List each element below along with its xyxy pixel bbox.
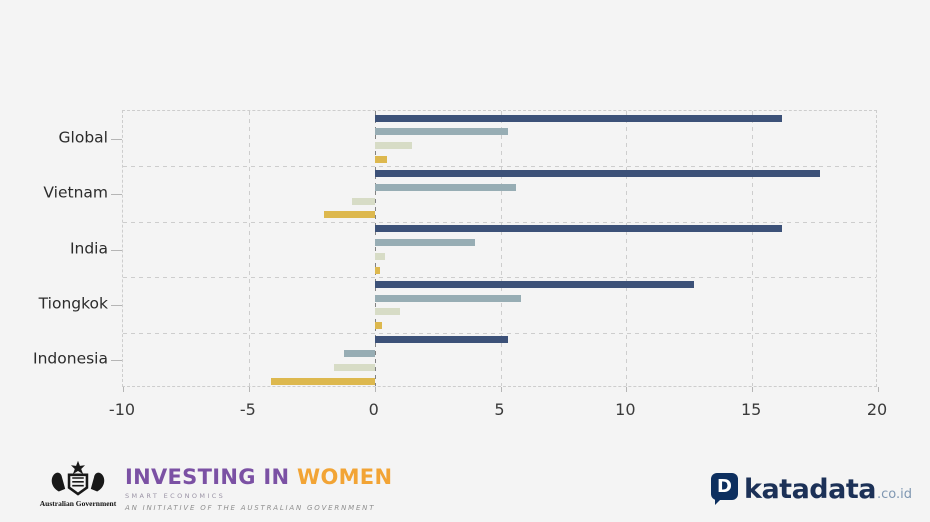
y-tick-mark [111, 138, 122, 140]
bar-indonesia-gold [271, 377, 375, 385]
x-tick-label: -5 [239, 400, 256, 419]
bar-tiongkok-steel-blue [374, 294, 521, 302]
x-tick-label: 15 [740, 400, 762, 419]
x-tick-label: 10 [615, 400, 636, 419]
katadata-domain: .co.id [876, 487, 912, 502]
bar-india-steel-blue [374, 239, 476, 247]
x-tick-mark [626, 387, 628, 392]
x-tick-mark [752, 387, 754, 392]
x-tick-label: 5 [494, 400, 505, 419]
iw-subtitle: SMART ECONOMICS [125, 492, 226, 500]
bar-indonesia-steel-blue [344, 349, 375, 357]
y-tick-mark [111, 194, 122, 196]
investing-in-women-title: INVESTING IN WOMEN [125, 467, 392, 488]
y-tick-mark [111, 249, 122, 251]
bar-vietnam-navy [374, 169, 821, 177]
katadata-logo: D katadata .co.id [711, 473, 912, 506]
bar-india-pale-sage [374, 252, 385, 260]
bar-vietnam-gold [324, 211, 375, 219]
investing-in-women-logo: Australian Government INVESTING IN WOMEN… [39, 458, 392, 512]
x-tick-label: 0 [368, 400, 379, 419]
bar-india-gold [374, 266, 380, 274]
bar-indonesia-navy [374, 336, 509, 344]
v-gridline [248, 111, 250, 386]
bar-tiongkok-navy [374, 280, 695, 288]
category-label: Indonesia [33, 349, 108, 368]
iw-title-women: WOMEN [296, 465, 393, 489]
v-gridline [626, 111, 628, 386]
katadata-icon: D [711, 473, 738, 505]
v-gridline [752, 111, 754, 386]
bar-vietnam-pale-sage [352, 197, 375, 205]
australian-government-crest: Australian Government [39, 458, 117, 508]
zero-gridline [374, 111, 376, 386]
bar-global-steel-blue [374, 128, 509, 136]
bar-india-navy [374, 225, 783, 233]
bar-tiongkok-gold [374, 322, 383, 330]
x-tick-mark [500, 387, 502, 392]
h-gridline [123, 277, 876, 279]
katadata-wordmark: katadata [744, 474, 876, 506]
bar-global-pale-sage [374, 142, 413, 150]
h-gridline [123, 166, 876, 168]
bar-indonesia-pale-sage [334, 363, 375, 371]
category-label: India [69, 239, 108, 258]
x-tick-mark [878, 387, 879, 392]
h-gridline [123, 221, 876, 223]
plot-area [111, 110, 879, 392]
y-tick-mark [111, 304, 122, 306]
bar-tiongkok-pale-sage [374, 308, 400, 316]
x-tick-mark [123, 387, 124, 392]
coat-of-arms-icon [51, 460, 105, 496]
category-label: Global [58, 128, 108, 147]
bar-global-navy [374, 114, 783, 122]
australian-government-caption: Australian Government [39, 499, 117, 508]
x-tick-mark [248, 387, 250, 392]
category-label: Vietnam [43, 183, 108, 202]
y-tick-mark [111, 360, 122, 362]
v-gridline [500, 111, 502, 386]
katadata-icon-tail [715, 498, 722, 505]
bar-vietnam-steel-blue [374, 183, 516, 191]
x-tick-label: 20 [866, 400, 888, 419]
iw-title-investing: INVESTING IN [125, 465, 297, 489]
bar-global-gold [374, 155, 388, 163]
iw-initiative-line: AN INITIATIVE OF THE AUSTRALIAN GOVERNME… [125, 504, 376, 512]
h-gridline [123, 332, 876, 334]
x-tick-mark [374, 387, 376, 392]
x-tick-label: -10 [108, 400, 136, 419]
category-label: Tiongkok [38, 294, 108, 313]
katadata-icon-letter: D [717, 476, 732, 497]
